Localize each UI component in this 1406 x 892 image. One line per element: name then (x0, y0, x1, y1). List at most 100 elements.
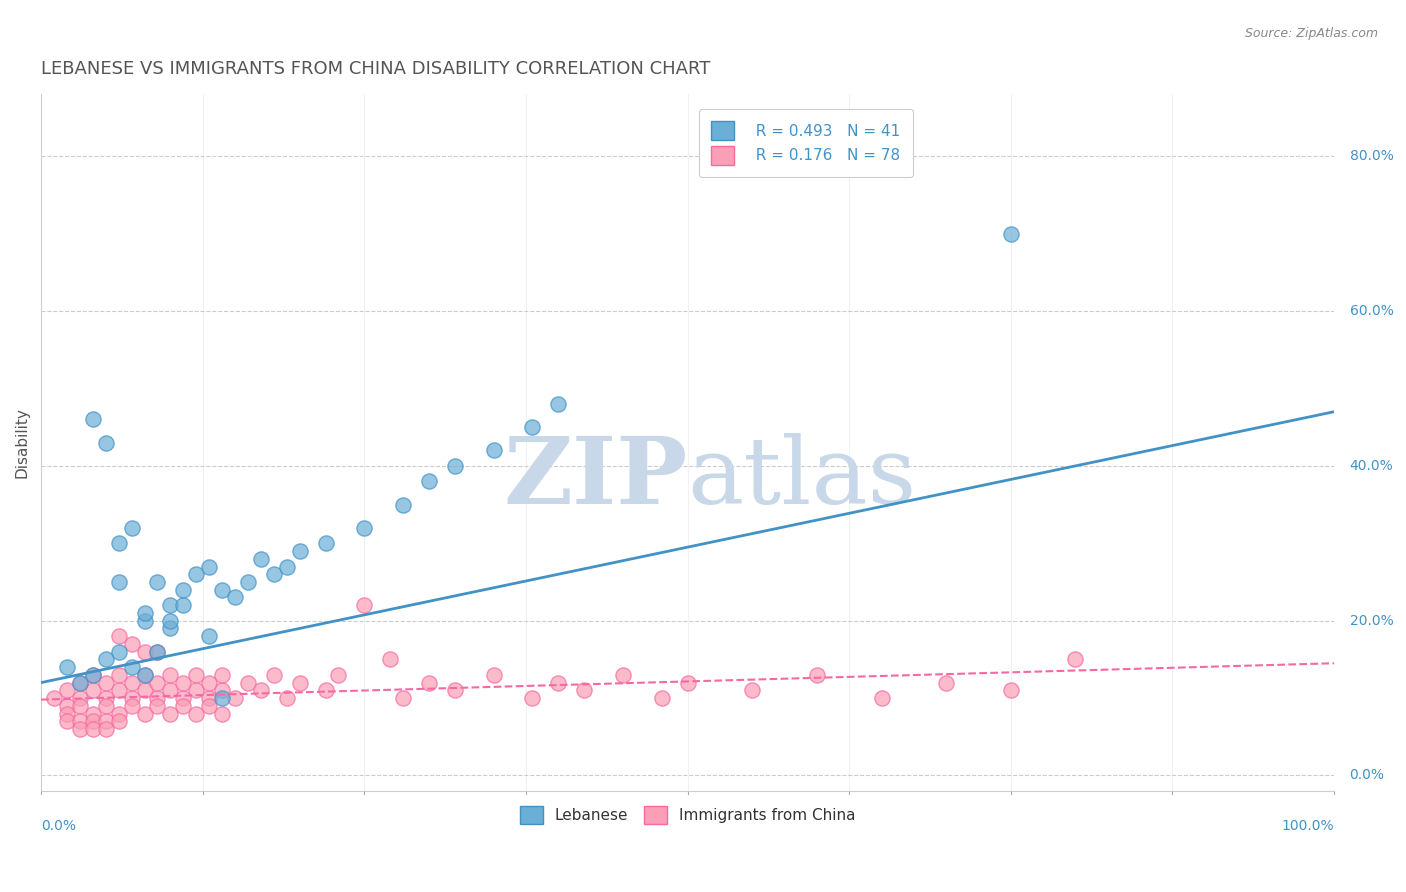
Immigrants from China (250, 683, 273, 698)
Immigrants from China (42, 691, 65, 706)
Lebanese (172, 598, 194, 612)
Lebanese (198, 629, 221, 643)
Immigrants from China (288, 675, 311, 690)
Immigrants from China (107, 668, 129, 682)
Immigrants from China (159, 683, 181, 698)
Immigrants from China (211, 706, 233, 721)
Text: 20.0%: 20.0% (1350, 614, 1393, 628)
Immigrants from China (236, 675, 259, 690)
Immigrants from China (107, 683, 129, 698)
Immigrants from China (172, 691, 194, 706)
Immigrants from China (82, 668, 104, 682)
Lebanese (107, 645, 129, 659)
Lebanese (186, 567, 208, 582)
Immigrants from China (263, 668, 285, 682)
Immigrants from China (315, 683, 337, 698)
Lebanese (146, 645, 169, 659)
Lebanese (522, 420, 544, 434)
Immigrants from China (159, 706, 181, 721)
Lebanese (547, 397, 569, 411)
Immigrants from China (107, 706, 129, 721)
Immigrants from China (56, 698, 79, 713)
Immigrants from China (69, 675, 91, 690)
Lebanese (146, 574, 169, 589)
Immigrants from China (186, 706, 208, 721)
Immigrants from China (198, 675, 221, 690)
Immigrants from China (82, 714, 104, 729)
Text: 0.0%: 0.0% (41, 819, 76, 833)
Immigrants from China (94, 722, 117, 736)
Immigrants from China (572, 683, 595, 698)
Lebanese (418, 475, 440, 489)
Immigrants from China (1064, 652, 1087, 666)
Immigrants from China (94, 698, 117, 713)
Immigrants from China (121, 698, 143, 713)
Immigrants from China (444, 683, 467, 698)
Lebanese (56, 660, 79, 674)
Immigrants from China (56, 706, 79, 721)
Text: Source: ZipAtlas.com: Source: ZipAtlas.com (1244, 27, 1378, 40)
Immigrants from China (134, 645, 156, 659)
Lebanese (1000, 227, 1022, 241)
Immigrants from China (69, 691, 91, 706)
Text: 60.0%: 60.0% (1350, 304, 1393, 318)
Immigrants from China (651, 691, 673, 706)
Immigrants from China (935, 675, 957, 690)
Lebanese (198, 559, 221, 574)
Lebanese (159, 621, 181, 635)
Immigrants from China (224, 691, 246, 706)
Immigrants from China (82, 683, 104, 698)
Immigrants from China (146, 645, 169, 659)
Immigrants from China (82, 706, 104, 721)
Immigrants from China (134, 683, 156, 698)
Immigrants from China (186, 668, 208, 682)
Lebanese (288, 544, 311, 558)
Immigrants from China (121, 691, 143, 706)
Immigrants from China (107, 629, 129, 643)
Lebanese (263, 567, 285, 582)
Immigrants from China (94, 714, 117, 729)
Lebanese (276, 559, 298, 574)
Immigrants from China (741, 683, 763, 698)
Lebanese (121, 660, 143, 674)
Immigrants from China (146, 675, 169, 690)
Immigrants from China (56, 683, 79, 698)
Lebanese (107, 574, 129, 589)
Immigrants from China (56, 714, 79, 729)
Immigrants from China (107, 714, 129, 729)
Immigrants from China (547, 675, 569, 690)
Immigrants from China (522, 691, 544, 706)
Lebanese (134, 606, 156, 620)
Lebanese (107, 536, 129, 550)
Lebanese (315, 536, 337, 550)
Immigrants from China (146, 691, 169, 706)
Immigrants from China (94, 675, 117, 690)
Immigrants from China (121, 675, 143, 690)
Immigrants from China (121, 637, 143, 651)
Immigrants from China (198, 698, 221, 713)
Immigrants from China (482, 668, 505, 682)
Immigrants from China (276, 691, 298, 706)
Immigrants from China (806, 668, 828, 682)
Lebanese (392, 498, 415, 512)
Lebanese (172, 582, 194, 597)
Immigrants from China (134, 668, 156, 682)
Text: ZIP: ZIP (503, 433, 688, 523)
Immigrants from China (676, 675, 699, 690)
Lebanese (94, 435, 117, 450)
Text: 40.0%: 40.0% (1350, 458, 1393, 473)
Immigrants from China (159, 668, 181, 682)
Text: atlas: atlas (688, 433, 917, 523)
Lebanese (444, 458, 467, 473)
Immigrants from China (353, 598, 375, 612)
Immigrants from China (198, 691, 221, 706)
Lebanese (134, 614, 156, 628)
Text: 100.0%: 100.0% (1281, 819, 1334, 833)
Immigrants from China (211, 683, 233, 698)
Lebanese (211, 582, 233, 597)
Immigrants from China (418, 675, 440, 690)
Lebanese (159, 614, 181, 628)
Immigrants from China (134, 706, 156, 721)
Immigrants from China (172, 675, 194, 690)
Lebanese (94, 652, 117, 666)
